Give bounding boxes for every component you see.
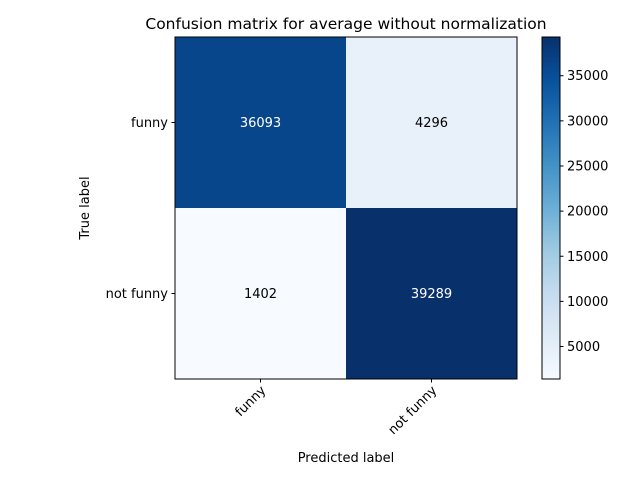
heatmap-cell xyxy=(346,208,517,379)
cell-value-labels: 36093 4296 1402 39289 xyxy=(240,116,452,302)
heatmap-cells xyxy=(175,37,517,379)
heatmap-cell xyxy=(346,37,517,208)
y-axis-label: True label xyxy=(78,176,93,240)
colorbar-tick-label: 20000 xyxy=(567,205,608,220)
colorbar xyxy=(541,36,561,380)
x-axis-label: Predicted label xyxy=(298,451,395,466)
colorbar-ticks: 5000 10000 15000 20000 25000 30000 35000 xyxy=(560,69,608,355)
colorbar-tick-label: 15000 xyxy=(567,250,608,265)
colorbar-tick-label: 35000 xyxy=(567,69,608,84)
y-tick-label: not funny xyxy=(106,287,169,302)
colorbar-tick-label: 25000 xyxy=(567,159,608,174)
y-axis-ticks: funny not funny xyxy=(106,116,175,302)
x-tick-label: not funny xyxy=(386,383,441,438)
colorbar-tick-label: 30000 xyxy=(567,114,608,129)
plot-frame xyxy=(174,36,518,380)
cell-value-label: 1402 xyxy=(244,287,277,302)
cell-value-label: 4296 xyxy=(415,116,448,131)
x-tick-label: funny xyxy=(233,383,270,420)
heatmap-cell xyxy=(175,208,346,379)
colorbar-tick-label: 10000 xyxy=(567,295,608,310)
colorbar-tick-label: 5000 xyxy=(567,340,600,355)
cell-value-label: 39289 xyxy=(411,287,452,302)
x-axis-ticks: funny not funny xyxy=(233,379,441,438)
chart-title: Confusion matrix for average without nor… xyxy=(145,15,546,33)
heatmap-cell xyxy=(175,37,346,208)
cell-value-label: 36093 xyxy=(240,116,281,131)
y-tick-label: funny xyxy=(131,116,168,131)
